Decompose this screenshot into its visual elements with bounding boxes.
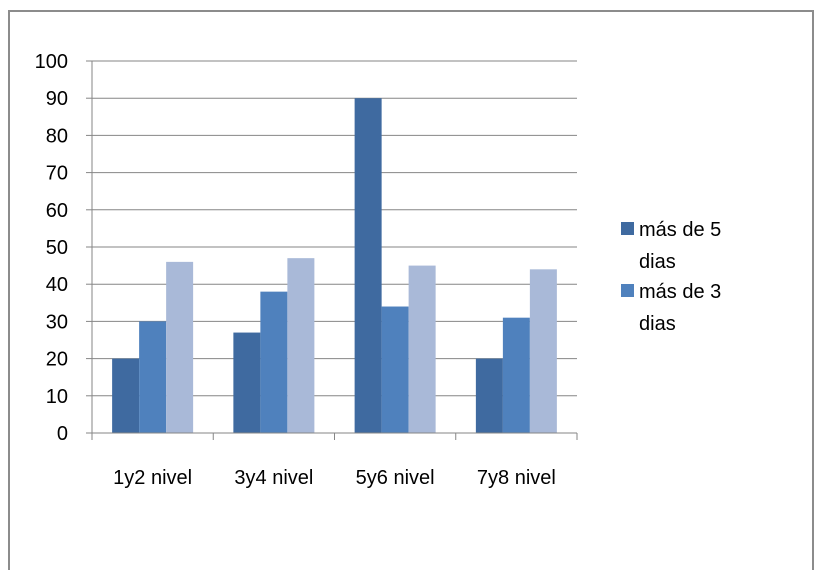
y-tick-label: 60 xyxy=(46,200,68,222)
y-tick-label: 40 xyxy=(46,274,68,296)
x-tick-label: 3y4 nivel xyxy=(234,467,313,489)
bar xyxy=(529,269,557,433)
x-axis-ticks: 1y2 nivel 3y4 nivel 5y6 nivel 7y8 nivel xyxy=(91,433,578,489)
bar xyxy=(502,317,530,433)
y-tick-label: 10 xyxy=(46,386,68,408)
legend-swatch xyxy=(621,222,634,235)
x-tick-label: 1y2 nivel xyxy=(113,467,192,489)
legend-swatch xyxy=(621,284,634,297)
legend-label: dias xyxy=(639,313,676,335)
bar xyxy=(112,358,140,433)
bar xyxy=(408,265,436,433)
bar xyxy=(381,306,409,433)
y-tick-label: 80 xyxy=(46,125,68,147)
bar xyxy=(475,358,503,433)
y-tick-label: 100 xyxy=(35,51,68,73)
x-tick-label: 7y8 nivel xyxy=(477,467,556,489)
x-tick-label: 5y6 nivel xyxy=(356,467,435,489)
legend-label: más de 3 xyxy=(639,281,721,303)
legend-label: más de 5 xyxy=(639,219,721,241)
y-tick-label: 30 xyxy=(46,311,68,333)
y-axis-ticks: 0 10 20 30 40 50 60 70 80 90 100 xyxy=(35,51,92,445)
bar xyxy=(166,261,194,433)
legend: más de 5 dias más de 3 dias xyxy=(621,219,721,335)
bar xyxy=(233,332,261,433)
y-tick-label: 70 xyxy=(46,163,68,185)
y-tick-label: 90 xyxy=(46,88,68,110)
bars xyxy=(112,98,557,433)
bar xyxy=(354,98,382,433)
chart-frame xyxy=(8,10,814,570)
bar xyxy=(287,258,315,433)
bar xyxy=(260,291,288,433)
y-tick-label: 50 xyxy=(46,237,68,259)
y-tick-label: 0 xyxy=(57,423,68,445)
legend-label: dias xyxy=(639,251,676,273)
y-tick-label: 20 xyxy=(46,349,68,371)
bar xyxy=(139,321,167,433)
